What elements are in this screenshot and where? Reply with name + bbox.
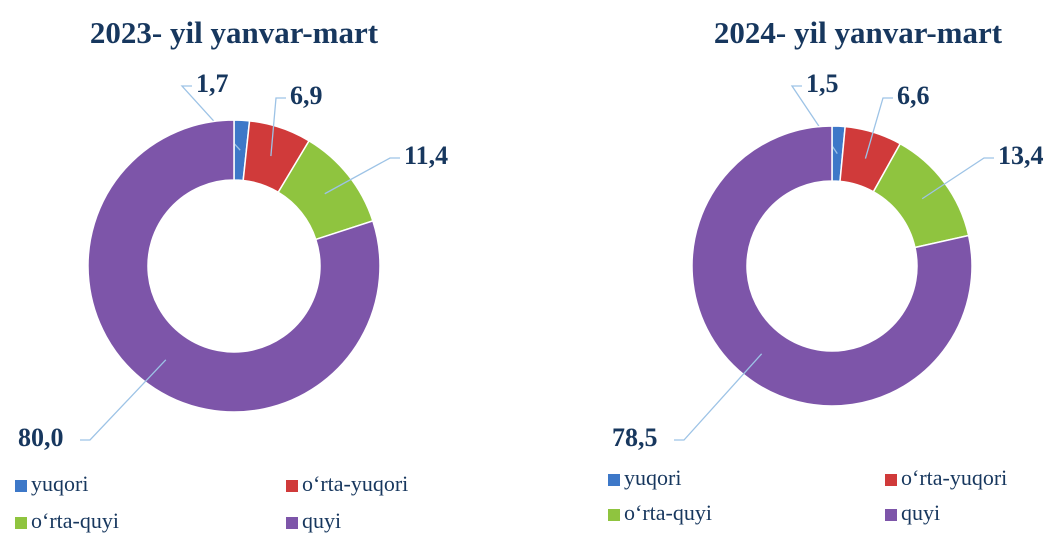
legend-swatch [15, 517, 27, 529]
legend-label: o‘rta-quyi [31, 508, 119, 533]
legend-swatch [608, 509, 620, 521]
leader-line [80, 359, 167, 441]
legend-label: o‘rta-quyi [624, 500, 712, 525]
legend-label: yuqori [624, 465, 681, 490]
legend-swatch [885, 509, 897, 521]
leader-line [674, 353, 763, 441]
data-label: 6,9 [290, 81, 323, 110]
chart-title: 2023- yil yanvar-mart [90, 15, 379, 50]
legend-label: o‘rta-yuqori [901, 465, 1007, 490]
legend-label: quyi [302, 508, 341, 533]
leader-line [324, 157, 400, 195]
legend-label: o‘rta-yuqori [302, 471, 408, 496]
data-label: 80,0 [18, 423, 64, 452]
data-label: 6,6 [897, 81, 930, 110]
data-label: 13,4 [998, 141, 1044, 170]
legend-swatch [15, 480, 27, 492]
legend-label: yuqori [31, 471, 88, 496]
leader-line [270, 97, 286, 157]
legend-label: quyi [901, 500, 940, 525]
chart-title: 2024- yil yanvar-mart [714, 15, 1003, 50]
legend-swatch [286, 480, 298, 492]
legend-swatch [286, 517, 298, 529]
data-label: 1,5 [806, 69, 839, 98]
legend-swatch [885, 474, 897, 486]
donut-slice [691, 125, 973, 407]
donut-slice [87, 119, 381, 413]
data-label: 1,7 [196, 69, 229, 98]
data-label: 11,4 [404, 141, 448, 170]
data-label: 78,5 [612, 423, 658, 452]
leader-line [921, 157, 994, 200]
leader-line [864, 97, 893, 159]
legend-swatch [608, 474, 620, 486]
